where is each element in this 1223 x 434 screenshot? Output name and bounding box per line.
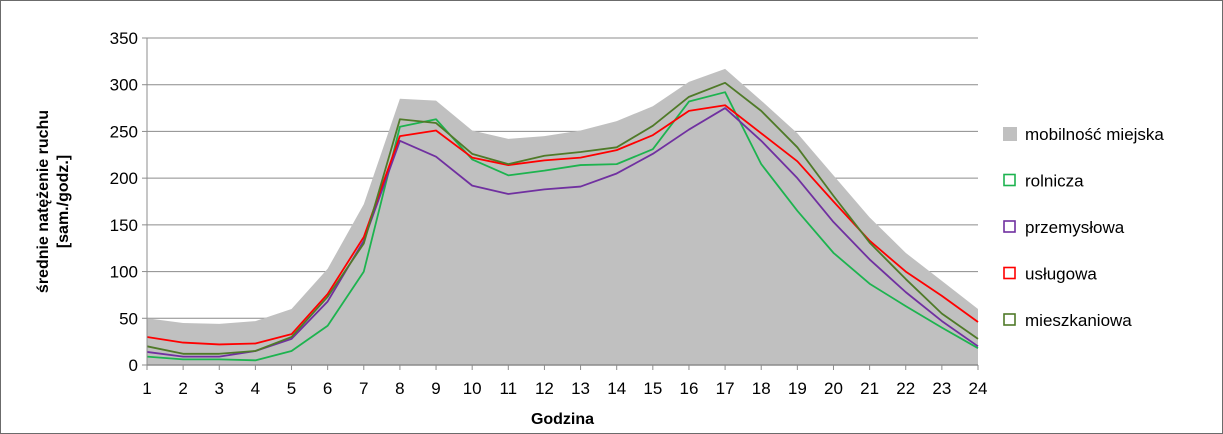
legend-swatch-line	[1003, 220, 1016, 233]
legend-label: mobilność miejska	[1025, 125, 1164, 144]
x-tick-label: 3	[215, 379, 224, 398]
y-tick-label: 150	[110, 216, 138, 235]
y-axis-title: średnie natężenie ruchu [sam./godz.]	[35, 110, 72, 293]
x-tick-label: 10	[463, 379, 482, 398]
legend-label: rolnicza	[1025, 172, 1084, 191]
y-tick-label: 50	[119, 309, 138, 328]
y-tick-labels: 0 50 100 150 200 250 300 350	[110, 29, 138, 375]
x-tick-label: 7	[359, 379, 368, 398]
x-tick-label: 24	[969, 379, 988, 398]
x-tick-label: 14	[607, 379, 626, 398]
x-tick-label: 8	[395, 379, 404, 398]
area-mobilnosc-miejska	[147, 68, 978, 366]
series-line-0	[146, 91, 979, 362]
legend-swatch-area	[1003, 127, 1017, 141]
y-tick-label: 0	[129, 356, 138, 375]
x-tick-label: 19	[788, 379, 807, 398]
x-tick-label: 20	[824, 379, 843, 398]
legend: mobilność miejska rolnicza przemysłowa usłu…	[1003, 125, 1164, 330]
x-tick-label: 4	[251, 379, 260, 398]
x-tick-label: 2	[178, 379, 187, 398]
x-tick-label: 16	[679, 379, 698, 398]
y-axis-title-line2: [sam./godz.]	[55, 155, 72, 248]
legend-swatch-line	[1003, 173, 1016, 187]
x-tick-label: 12	[535, 379, 554, 398]
line-series	[146, 81, 979, 362]
x-tick-label: 17	[716, 379, 735, 398]
y-tick-label: 250	[110, 122, 138, 141]
x-tick-label: 11	[499, 379, 517, 398]
x-tick-label: 23	[932, 379, 951, 398]
legend-swatch-line	[1003, 266, 1016, 280]
x-tick-label: 13	[571, 379, 590, 398]
y-axis-title-line1: średnie natężenie ruchu	[35, 110, 52, 293]
x-tick-label: 1	[142, 379, 151, 398]
y-tick-label: 300	[110, 76, 138, 95]
y-tick-label: 100	[110, 263, 138, 282]
y-tick-label: 350	[110, 29, 138, 48]
x-tick-label: 9	[431, 379, 440, 398]
x-tick-labels: 1 2 3 4 5 6 7 8 9 10 11 12 13 14 15 16 17 18 19 20 21 22 23 24	[142, 379, 987, 398]
x-tick-label: 5	[287, 379, 296, 398]
series-line-1	[146, 107, 979, 358]
legend-swatch-line	[1003, 313, 1016, 326]
axes	[142, 37, 979, 370]
x-tick-label: 21	[860, 379, 879, 398]
series-line-3	[146, 81, 979, 355]
legend-label: mieszkaniowa	[1025, 311, 1132, 330]
x-tick-label: 18	[752, 379, 771, 398]
x-axis-title: Godzina	[531, 411, 594, 428]
x-tick-label: 15	[643, 379, 662, 398]
x-tick-label: 6	[323, 379, 332, 398]
x-tick-label: 22	[896, 379, 915, 398]
legend-label: przemysłowa	[1025, 218, 1125, 237]
area-series	[147, 68, 978, 366]
legend-label: usługowa	[1025, 265, 1097, 284]
series-line-2	[146, 104, 979, 346]
y-tick-label: 200	[110, 169, 138, 188]
